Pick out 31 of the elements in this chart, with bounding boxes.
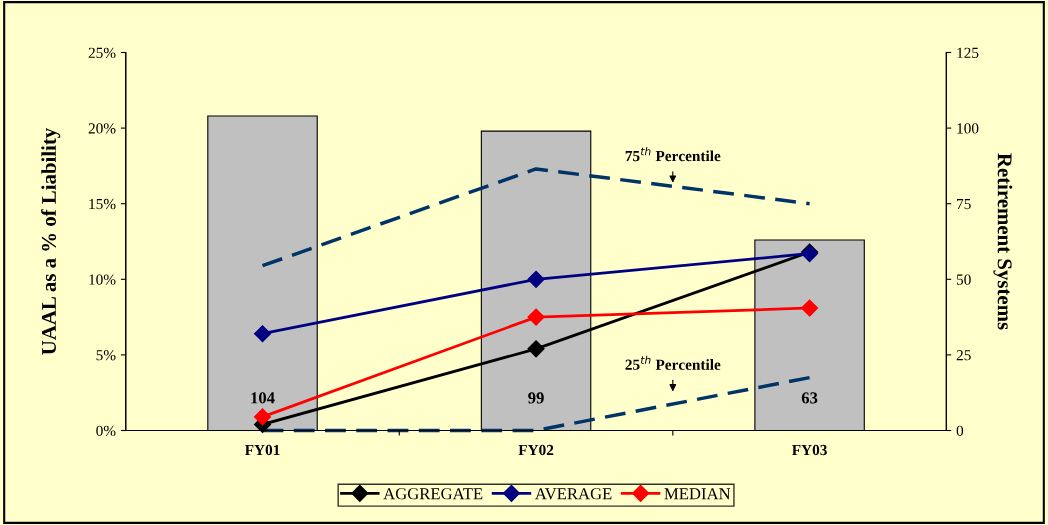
y-axis-title: UAAL as a % of Liability bbox=[41, 127, 61, 355]
y2-axis-title: Retirement Systems bbox=[993, 153, 1013, 330]
data-label: 104 bbox=[251, 392, 275, 404]
y2-tick-label: 25 bbox=[956, 350, 971, 361]
x-tick-label: FY01 bbox=[244, 444, 280, 456]
point bbox=[801, 299, 819, 317]
y2-tick-label: 100 bbox=[957, 123, 979, 134]
y2-tick-label: 0 bbox=[956, 425, 964, 436]
legend-label: AGGREGATE bbox=[383, 488, 483, 500]
point bbox=[527, 270, 545, 288]
legend-label: MEDIAN bbox=[664, 488, 731, 500]
legend-label: AVERAGE bbox=[534, 488, 612, 500]
annotation: 25$^{th}$ Percentile bbox=[625, 355, 721, 370]
data-label: 99 bbox=[528, 392, 544, 404]
point bbox=[253, 325, 272, 343]
y-tick-label: 25% bbox=[88, 47, 116, 58]
y-tick-label: 5% bbox=[96, 350, 116, 361]
x-tick-label: FY03 bbox=[792, 444, 827, 456]
point bbox=[527, 340, 545, 358]
x-tick-label: FY02 bbox=[518, 444, 554, 456]
point bbox=[527, 308, 545, 326]
y-tick-label: 0% bbox=[96, 425, 116, 436]
y-tick-label: 15% bbox=[89, 198, 116, 210]
y2-tick-label: 125 bbox=[957, 47, 979, 58]
y2-tick-label: 50 bbox=[956, 274, 971, 285]
point bbox=[253, 408, 272, 426]
y2-tick-label: 75 bbox=[957, 199, 971, 210]
y-tick-label: 10% bbox=[89, 274, 116, 285]
data-label: 63 bbox=[801, 392, 818, 404]
annotation: 75$^{th}$ Percentile bbox=[625, 147, 721, 162]
y-tick-label: 20% bbox=[88, 123, 116, 134]
